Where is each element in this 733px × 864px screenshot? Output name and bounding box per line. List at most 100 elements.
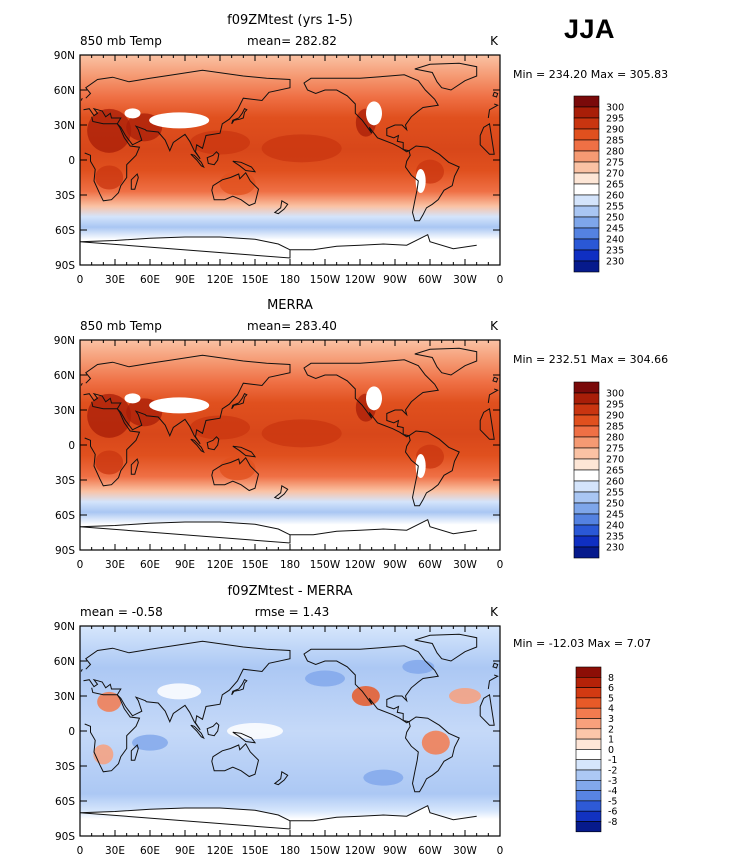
colorbar-level-label: 255 bbox=[606, 488, 624, 499]
coastline-antarctica bbox=[79, 804, 477, 830]
colorbar-swatch bbox=[573, 260, 600, 273]
colorbar-swatch bbox=[573, 392, 600, 405]
colorbar-level-label: 245 bbox=[606, 224, 624, 235]
coastline-uk bbox=[80, 91, 499, 101]
coastline-northAmerica bbox=[303, 74, 440, 153]
colorbar-swatch bbox=[575, 800, 602, 812]
field-feature bbox=[421, 730, 450, 755]
panel-title: MERRA bbox=[267, 298, 313, 313]
lon-tick-label: 30W bbox=[453, 559, 477, 571]
colorbar-swatch bbox=[573, 381, 600, 394]
colorbar-swatch bbox=[575, 718, 602, 730]
colorbar-swatch bbox=[573, 414, 600, 427]
coastline-madagascar bbox=[130, 458, 139, 475]
season-label: JJA bbox=[564, 14, 616, 44]
colorbar-swatch bbox=[573, 161, 600, 174]
lat-tick-label: 0 bbox=[68, 726, 75, 738]
panel-title: f09ZMtest (yrs 1-5) bbox=[227, 13, 353, 28]
lon-tick-label: 60E bbox=[140, 559, 160, 571]
lon-tick-label: 90W bbox=[383, 274, 407, 286]
lon-tick-label: 30W bbox=[453, 845, 477, 857]
colorbar-level-label: 280 bbox=[606, 433, 624, 444]
lon-tick-label: 150E bbox=[242, 274, 269, 286]
lat-tick-label: 0 bbox=[68, 155, 75, 167]
coastline-borneo bbox=[206, 722, 220, 737]
lon-tick-label: 60E bbox=[140, 274, 160, 286]
lon-tick-label: 180 bbox=[280, 559, 300, 571]
panel-title: f09ZMtest - MERRA bbox=[227, 584, 352, 599]
panel-stats: Min = 232.51 Max = 304.66 bbox=[513, 353, 668, 366]
lon-tick-label: 120E bbox=[207, 845, 234, 857]
coastline-australia bbox=[211, 171, 260, 207]
field-feature bbox=[449, 688, 481, 704]
lat-tick-label: 30S bbox=[55, 190, 75, 202]
colorbar-level-label: -5 bbox=[608, 796, 617, 807]
lat-tick-label: 60N bbox=[54, 370, 75, 382]
panel-left-label: mean = -0.58 bbox=[80, 605, 163, 619]
lat-tick-label: 90S bbox=[55, 260, 75, 272]
colorbar-level-label: 300 bbox=[606, 103, 624, 114]
colorbar-level-label: 285 bbox=[606, 136, 624, 147]
colorbar-swatch bbox=[575, 810, 602, 822]
field-feature bbox=[305, 670, 345, 687]
lat-tick-label: 60N bbox=[54, 656, 75, 668]
colorbar-level-label: 2 bbox=[608, 724, 614, 735]
lon-tick-label: 30E bbox=[105, 559, 125, 571]
coastline-africa bbox=[84, 401, 495, 487]
colorbar-swatch bbox=[575, 697, 602, 709]
lon-tick-label: 30E bbox=[105, 845, 125, 857]
topography-mask bbox=[124, 108, 141, 119]
field-feature bbox=[190, 130, 250, 155]
colorbar-level-label: 250 bbox=[606, 213, 624, 224]
colorbar-swatch bbox=[573, 227, 600, 240]
lat-tick-label: 60S bbox=[55, 796, 75, 808]
lon-tick-label: 60W bbox=[418, 274, 442, 286]
coastline-australia bbox=[211, 456, 260, 492]
colorbar-level-label: 270 bbox=[606, 169, 624, 180]
colorbar-level-label: 255 bbox=[606, 202, 624, 213]
lon-tick-label: 60E bbox=[140, 845, 160, 857]
colorbar-swatch bbox=[573, 172, 600, 185]
colorbar-level-label: 285 bbox=[606, 422, 624, 433]
topography-mask bbox=[149, 112, 210, 129]
colorbar-level-label: 270 bbox=[606, 455, 624, 466]
colorbar-swatch bbox=[573, 447, 600, 460]
colorbar-swatch bbox=[573, 403, 600, 416]
lat-tick-label: 30N bbox=[54, 405, 75, 417]
colorbar-level-label: 260 bbox=[606, 477, 624, 488]
colorbar-swatch bbox=[573, 469, 600, 482]
colorbar-level-label: 295 bbox=[606, 114, 624, 125]
colorbar-level-label: -3 bbox=[608, 776, 617, 787]
coastline-newZealand bbox=[273, 484, 289, 500]
coastline-japan bbox=[231, 679, 248, 696]
colorbar-level-label: 265 bbox=[606, 466, 624, 477]
topography-mask bbox=[415, 454, 426, 478]
field-background bbox=[80, 626, 500, 836]
colorbar-swatch bbox=[573, 150, 600, 163]
lon-tick-label: 90W bbox=[383, 559, 407, 571]
map-panel-1: f09ZMtest (yrs 1-5) 850 mb Temp mean= 282.… bbox=[54, 13, 668, 286]
coastline-madagascar bbox=[130, 173, 139, 190]
field-feature bbox=[227, 723, 283, 739]
field-feature bbox=[95, 165, 124, 190]
colorbar-swatch bbox=[573, 436, 600, 449]
coastline-sumatra bbox=[190, 438, 205, 454]
colorbar-level-label: 290 bbox=[606, 411, 624, 422]
coastline-japan bbox=[231, 393, 248, 410]
colorbar-swatch bbox=[575, 779, 602, 791]
lon-tick-label: 30E bbox=[105, 274, 125, 286]
colorbar-level-label: 8 bbox=[608, 673, 614, 684]
colorbar-level-label: -6 bbox=[608, 807, 617, 818]
coastline-madagascar bbox=[130, 744, 139, 761]
coastline-antarctica bbox=[79, 518, 477, 544]
colorbar-level-label: 1 bbox=[608, 735, 614, 746]
colorbar-swatch bbox=[573, 205, 600, 218]
topography-mask bbox=[366, 386, 382, 411]
map-panel-2: MERRA 850 mb Temp mean= 283.40 K Min = 232.5… bbox=[54, 298, 668, 571]
lon-tick-label: 60W bbox=[418, 559, 442, 571]
lat-tick-label: 30N bbox=[54, 120, 75, 132]
panel-center-label: mean= 283.40 bbox=[247, 319, 337, 333]
lon-tick-label: 0 bbox=[77, 274, 84, 286]
topography-mask bbox=[124, 393, 141, 404]
